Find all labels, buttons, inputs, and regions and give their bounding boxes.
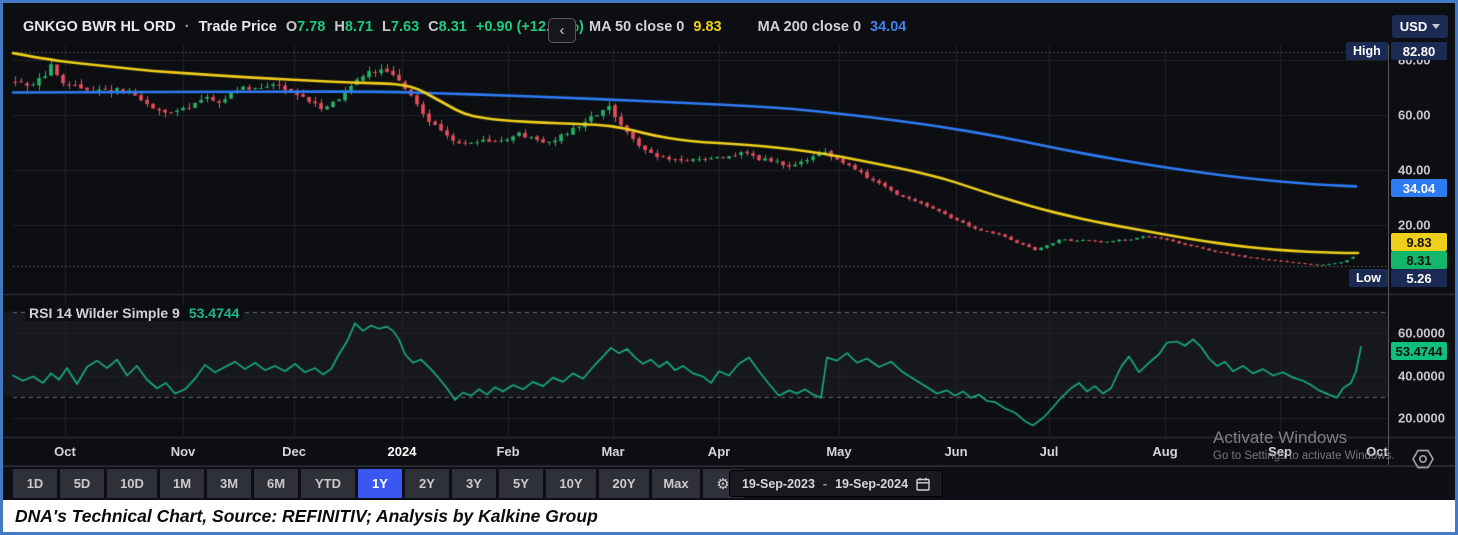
legend-collapse-button[interactable]: ‹ [548, 18, 576, 43]
ma-legend: MA 50 close 0 9.83 MA 200 close 0 34.04 [589, 19, 906, 35]
chart-options-hex-icon[interactable] [1409, 446, 1437, 471]
date-range-picker[interactable]: 19-Sep-2023 - 19-Sep-2024 [729, 470, 943, 497]
range-button-max[interactable]: Max [652, 469, 700, 498]
range-button-1m[interactable]: 1M [160, 469, 204, 498]
price-tick-label: 20.00 [1398, 217, 1431, 233]
price-tick-label: 60.00 [1398, 107, 1431, 123]
rsi-label: RSI 14 Wilder Simple 9 [29, 305, 180, 321]
rsi-value: 53.4744 [188, 305, 240, 321]
gear-icon: ⚙ [716, 475, 730, 493]
date-to: 19-Sep-2024 [835, 476, 909, 491]
rsi-tick-label: 40.0000 [1398, 368, 1445, 384]
range-button-2y[interactable]: 2Y [405, 469, 449, 498]
low-tag: Low [1349, 269, 1388, 287]
month-label-feb[interactable]: Feb [496, 444, 520, 459]
range-button-10d[interactable]: 10D [107, 469, 157, 498]
month-label-sep[interactable]: Sep [1268, 444, 1292, 459]
caption-bar: DNA's Technical Chart, Source: REFINITIV… [3, 500, 1455, 532]
date-from: 19-Sep-2023 [741, 476, 815, 491]
range-toolbar: 1D 5D 10D 1M 3M 6M YTD 1Y 2Y 3Y 5Y 10Y 20Y Max ⚙ 19-Se… [3, 466, 1455, 500]
range-button-3m[interactable]: 3M [207, 469, 251, 498]
range-button-10y[interactable]: 10Y [546, 469, 596, 498]
high-value: H8.71 [334, 19, 374, 35]
series-label: Trade Price [198, 19, 277, 35]
month-label-mar[interactable]: Mar [601, 444, 625, 459]
ma200-label: MA 200 close 0 [757, 19, 862, 35]
range-button-20y[interactable]: 20Y [599, 469, 649, 498]
month-label-apr[interactable]: Apr [707, 444, 731, 459]
ma50-price-badge: 9.83 [1391, 233, 1447, 251]
rsi-tick-label: 60.0000 [1398, 325, 1445, 341]
range-button-1d[interactable]: 1D [13, 469, 57, 498]
range-button-5y[interactable]: 5Y [499, 469, 543, 498]
close-value: C8.31 [428, 19, 467, 35]
range-button-6m[interactable]: 6M [254, 469, 298, 498]
high-price-badge: 82.80 [1391, 42, 1447, 60]
range-button-1y[interactable]: 1Y [358, 469, 402, 498]
month-label-jul[interactable]: Jul [1039, 444, 1059, 459]
price-tick-label: 40.00 [1398, 162, 1431, 178]
month-label-oct[interactable]: Oct [54, 444, 76, 459]
high-tag: High [1346, 42, 1388, 60]
range-button-ytd[interactable]: YTD [301, 469, 355, 498]
price-rsi-chart-canvas[interactable] [3, 3, 1455, 500]
instrument-symbol: GNKGO BWR HL ORD [23, 19, 176, 35]
rsi-legend: RSI 14 Wilder Simple 9 53.4744 [25, 305, 244, 321]
month-label-2024[interactable]: 2024 [387, 444, 417, 459]
low-price-badge: 5.26 [1391, 269, 1447, 287]
date-separator: - [822, 476, 828, 491]
time-axis[interactable]: Oct Nov Dec 2024 Feb Mar Apr May Jun Jul Aug Sep Oct [3, 438, 1455, 465]
range-button-5d[interactable]: 5D [60, 469, 104, 498]
ma50-value: 9.83 [693, 19, 722, 35]
month-label-oct[interactable]: Oct [1366, 444, 1388, 459]
rsi-tick-label: 20.0000 [1398, 410, 1445, 426]
ma200-price-badge: 34.04 [1391, 179, 1447, 197]
range-buttons: 1D 5D 10D 1M 3M 6M YTD 1Y 2Y 3Y 5Y 10Y 20Y Max ⚙ [13, 469, 743, 498]
low-value: L7.63 [382, 19, 420, 35]
ma50-label: MA 50 close 0 [589, 19, 685, 35]
currency-label: USD [1399, 19, 1428, 34]
open-value: O7.78 [285, 19, 326, 35]
price-axis-line [1388, 45, 1389, 465]
rsi-value-badge: 53.4744 [1391, 342, 1447, 360]
price-legend: GNKGO BWR HL ORD · Trade Price O7.78 H8.… [23, 19, 584, 35]
legend-separator: · [184, 19, 190, 35]
calendar-icon [916, 477, 930, 491]
caption-text: DNA's Technical Chart, Source: REFINITIV… [15, 505, 598, 526]
month-label-may[interactable]: May [826, 444, 852, 459]
month-label-aug[interactable]: Aug [1152, 444, 1178, 459]
currency-select[interactable]: USD [1392, 15, 1448, 38]
chevron-left-icon: ‹ [559, 22, 565, 39]
month-label-dec[interactable]: Dec [282, 444, 306, 459]
month-label-jun[interactable]: Jun [944, 444, 968, 459]
last-price-badge: 8.31 [1391, 251, 1447, 269]
month-label-nov[interactable]: Nov [170, 444, 196, 459]
ma200-value: 34.04 [870, 19, 907, 35]
range-button-3y[interactable]: 3Y [452, 469, 496, 498]
chart-application: GNKGO BWR HL ORD · Trade Price O7.78 H8.… [3, 3, 1455, 500]
chevron-down-icon [1432, 24, 1441, 29]
